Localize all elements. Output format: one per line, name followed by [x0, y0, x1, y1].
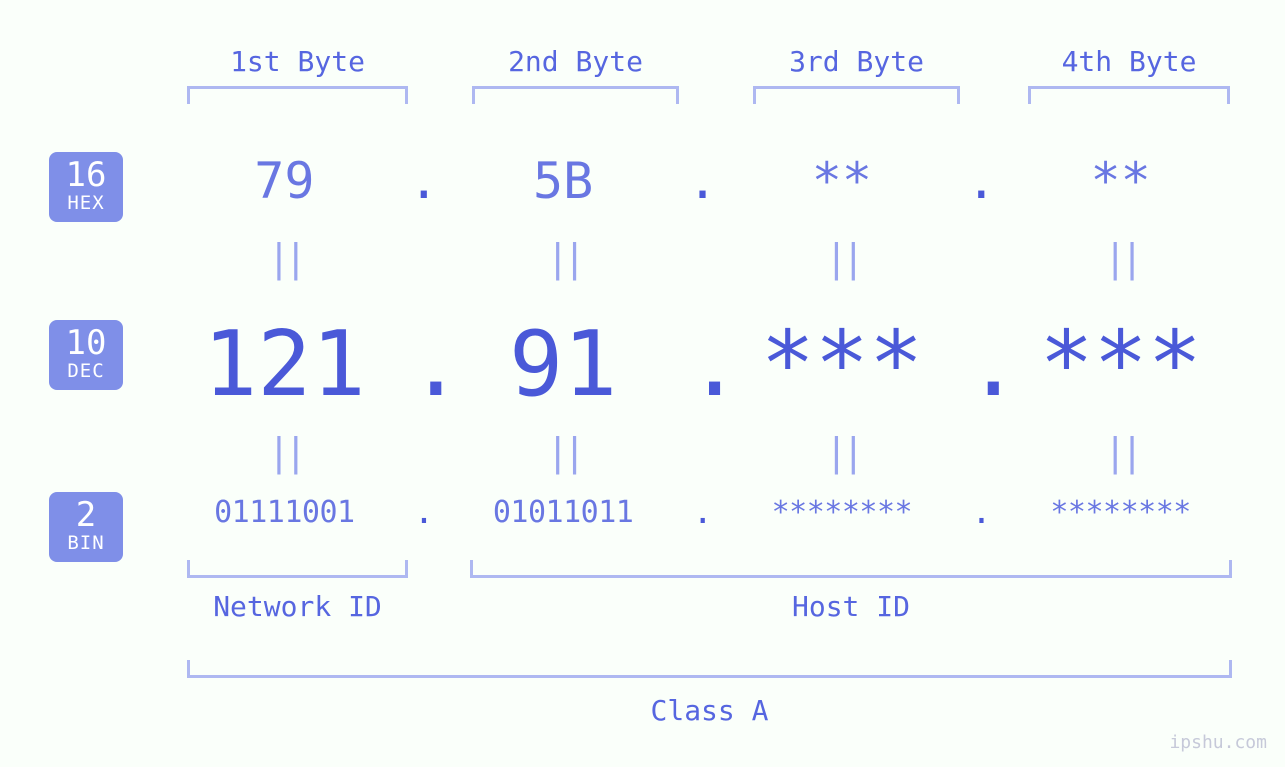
class-label: Class A: [187, 694, 1232, 727]
ip-bytes-diagram: 16 HEX 10 DEC 2 BIN 1st Byte 2nd Byte 3r…: [0, 0, 1285, 767]
byte-bracket-2: [472, 86, 679, 104]
byte-label-3: 3rd Byte: [753, 45, 960, 78]
dec-dot-3: .: [966, 312, 996, 417]
bin-byte-3: ********: [718, 495, 967, 530]
hex-dot-2: .: [688, 152, 718, 210]
badge-hex: 16 HEX: [49, 152, 123, 222]
host-id-bracket: [470, 560, 1232, 578]
hex-byte-4: **: [996, 152, 1245, 210]
dec-dot-1: .: [409, 312, 439, 417]
bin-byte-2: 01011011: [439, 495, 688, 530]
dec-byte-2: 91: [439, 312, 688, 417]
host-id-label: Host ID: [470, 590, 1232, 623]
dec-byte-4: ***: [996, 312, 1245, 417]
byte-label-4: 4th Byte: [1028, 45, 1230, 78]
badge-hex-num: 16: [49, 158, 123, 194]
bin-dot-3: .: [966, 492, 996, 532]
badge-bin: 2 BIN: [49, 492, 123, 562]
badge-dec: 10 DEC: [49, 320, 123, 390]
equals-row-bottom: [160, 430, 1245, 474]
dec-dot-2: .: [688, 312, 718, 417]
hex-dot-1: .: [409, 152, 439, 210]
badge-dec-num: 10: [49, 326, 123, 362]
badge-dec-code: DEC: [49, 362, 123, 382]
bin-dot-2: .: [688, 492, 718, 532]
dec-row: 121 . 91 . *** . ***: [160, 312, 1245, 417]
eq-icon: [718, 236, 967, 280]
eq-icon: [160, 430, 409, 474]
bin-byte-1: 01111001: [160, 495, 409, 530]
hex-byte-2: 5B: [439, 152, 688, 210]
byte-bracket-3: [753, 86, 960, 104]
bin-row: 01111001 . 01011011 . ******** . *******…: [160, 492, 1245, 532]
badge-hex-code: HEX: [49, 194, 123, 214]
eq-icon: [439, 430, 688, 474]
bin-byte-4: ********: [996, 495, 1245, 530]
class-bracket: [187, 660, 1232, 678]
eq-icon: [160, 236, 409, 280]
byte-bracket-4: [1028, 86, 1230, 104]
hex-row: 79 . 5B . ** . **: [160, 152, 1245, 210]
hex-byte-1: 79: [160, 152, 409, 210]
badge-bin-code: BIN: [49, 534, 123, 554]
watermark: ipshu.com: [1169, 732, 1267, 753]
bin-dot-1: .: [409, 492, 439, 532]
eq-icon: [718, 430, 967, 474]
eq-icon: [996, 236, 1245, 280]
network-id-bracket: [187, 560, 408, 578]
dec-byte-3: ***: [718, 312, 967, 417]
hex-byte-3: **: [718, 152, 967, 210]
byte-bracket-1: [187, 86, 408, 104]
equals-row-top: [160, 236, 1245, 280]
network-id-label: Network ID: [187, 590, 408, 623]
byte-label-1: 1st Byte: [187, 45, 408, 78]
eq-icon: [439, 236, 688, 280]
hex-dot-3: .: [966, 152, 996, 210]
dec-byte-1: 121: [160, 312, 409, 417]
badge-bin-num: 2: [49, 498, 123, 534]
eq-icon: [996, 430, 1245, 474]
byte-label-2: 2nd Byte: [472, 45, 679, 78]
